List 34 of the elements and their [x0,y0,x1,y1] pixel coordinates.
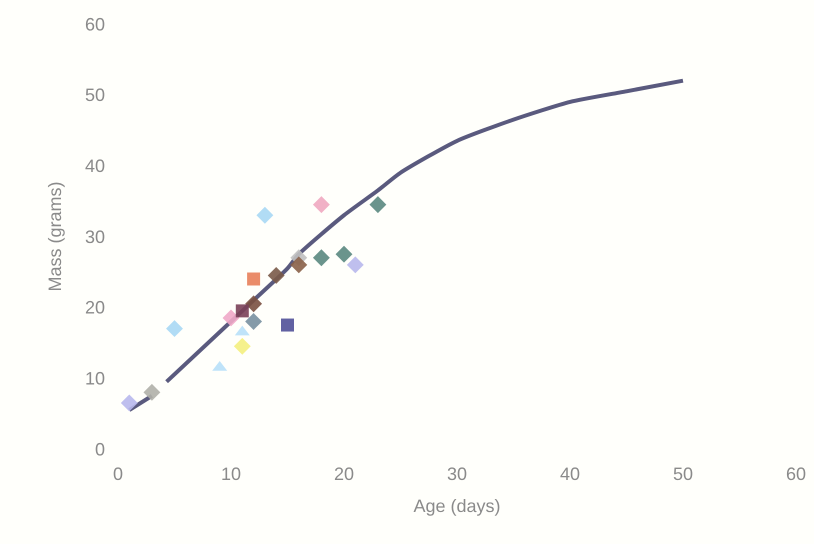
y-tick-label: 50 [84,85,105,106]
y-tick-label: 10 [84,368,105,388]
point [245,295,262,312]
x-tick-label: 50 [672,464,694,484]
x-axis-title: Age (days) [413,496,501,516]
point [166,320,183,338]
point [120,394,138,412]
y-tick-label: 30 [84,226,105,247]
point [247,272,260,286]
y-tick-label: 60 [84,14,105,34]
point [312,196,330,214]
x-tick-label: 20 [334,464,354,484]
point [369,196,386,214]
point [143,384,160,401]
y-tick-label: 0 [94,439,105,460]
x-tick-label: 10 [220,464,242,484]
point [236,304,249,318]
x-tick-label: 40 [560,464,580,484]
y-axis-title: Mass (grams) [45,181,66,292]
point [256,206,274,224]
x-tick-label: 60 [786,464,806,484]
x-tick-label: 30 [446,464,468,484]
point [245,313,262,330]
point [222,310,240,326]
point [290,256,308,274]
point [281,318,294,332]
point [268,267,285,284]
point [234,338,251,355]
point [346,256,364,274]
y-tick-label: 40 [84,156,105,176]
point [336,246,352,263]
x-tick-label: 0 [112,464,124,484]
point [312,249,330,266]
y-tick-label: 20 [84,298,105,318]
